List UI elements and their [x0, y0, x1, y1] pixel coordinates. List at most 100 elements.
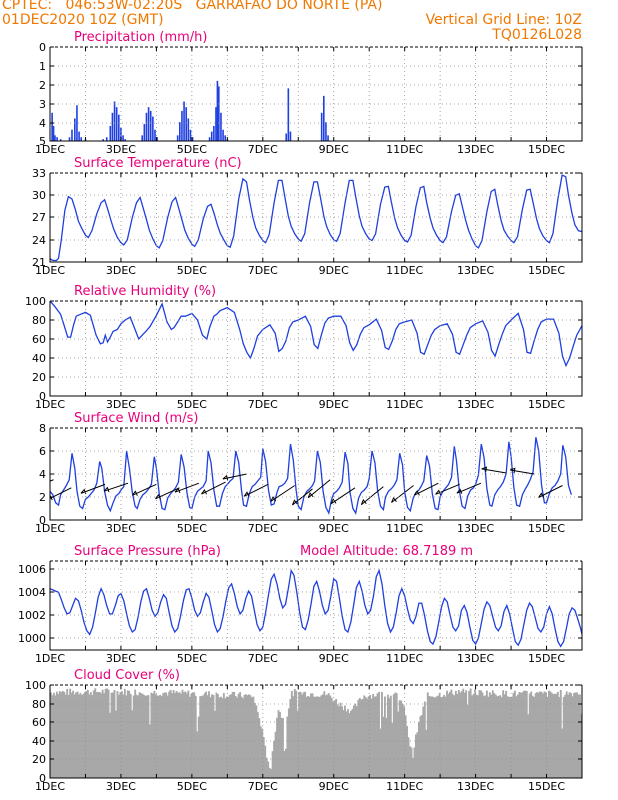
cloud-bar — [132, 695, 135, 778]
cloud-bar — [286, 716, 289, 778]
cloud-bar — [321, 694, 324, 778]
cloud-bar — [531, 695, 534, 778]
cloud-bar — [372, 693, 375, 778]
wind-arrowhead — [201, 488, 208, 495]
cloud-bar — [258, 718, 261, 778]
cloud-bar — [112, 692, 114, 778]
cloud-bar — [274, 731, 277, 778]
cloud-bar — [140, 693, 143, 778]
x-tick-label: 9DEC — [319, 398, 349, 411]
cloud-bar — [120, 691, 123, 778]
cloud-bar — [403, 706, 406, 778]
cloud-bar — [525, 690, 528, 778]
cloud-bar — [397, 711, 400, 778]
cloud-bar — [332, 701, 335, 778]
cloud-bar — [450, 689, 453, 778]
cloud-bar — [61, 690, 64, 778]
cloud-bar — [109, 712, 111, 778]
x-tick-label: 3DEC — [106, 522, 136, 535]
x-tick-label: 5DEC — [177, 264, 207, 277]
y-tick-label: 1 — [39, 60, 46, 73]
cloud-bar — [230, 694, 233, 778]
wind-arrowhead — [481, 466, 488, 473]
cloud-bar — [250, 697, 253, 778]
plot-area — [50, 47, 582, 141]
cloud-bar — [57, 693, 60, 778]
cloud-bar — [231, 691, 234, 778]
precip-bar — [185, 107, 187, 141]
cloud-bar — [184, 691, 187, 778]
precip-bar — [224, 135, 227, 141]
wind-arrowhead — [413, 490, 420, 496]
precip-bar — [120, 127, 122, 141]
cloud-bar — [417, 722, 420, 778]
cloud-bar — [240, 696, 243, 778]
cloud-bar — [537, 692, 540, 778]
cloud-bar — [122, 694, 125, 778]
cloud-bar — [88, 694, 91, 778]
cloud-bar — [149, 724, 151, 778]
cloud-bar — [268, 767, 271, 778]
cloud-bar — [327, 693, 330, 778]
cloud-bar — [141, 693, 144, 778]
y-tick-label: 60 — [32, 716, 46, 729]
precip-bar — [149, 110, 152, 141]
cloud-bar — [63, 691, 66, 778]
cloud-bar — [261, 728, 264, 778]
cloud-bar — [287, 708, 290, 778]
cloud-bar — [242, 698, 244, 778]
cloud-bar — [89, 692, 92, 778]
cloud-bar — [191, 692, 194, 778]
cloud-bar — [119, 692, 122, 778]
cloud-bar — [412, 757, 414, 778]
cloud-bar — [580, 714, 582, 778]
x-tick-label: 11DEC — [386, 264, 423, 277]
cloud-bar — [370, 698, 373, 778]
cloud-bar — [218, 697, 221, 778]
y-tick-label: 0 — [39, 514, 46, 527]
cloud-bar — [76, 691, 79, 778]
series-precipitation — [51, 80, 329, 141]
cloud-bar — [426, 692, 429, 778]
x-tick-label: 1DEC — [35, 780, 65, 793]
y-tick-label: 80 — [32, 314, 46, 327]
cloud-bar — [468, 691, 471, 778]
cloud-bar — [432, 697, 435, 778]
cloud-bar — [54, 695, 57, 778]
cloud-bar — [79, 693, 82, 778]
cloud-bar — [310, 693, 312, 778]
x-tick-label: 11DEC — [386, 780, 423, 793]
y-tick-label: 20 — [32, 753, 46, 766]
precip-bar — [124, 139, 126, 141]
cloud-bar — [206, 695, 209, 778]
cloud-bar — [441, 696, 444, 778]
cloud-bar — [542, 693, 544, 778]
precip-bar — [154, 129, 156, 141]
cloud-bar — [83, 692, 86, 778]
cloud-bar — [290, 690, 293, 778]
x-tick-label: 13DEC — [457, 652, 494, 665]
cloud-bar — [151, 693, 154, 778]
header-model-id: TQ0126L028 — [492, 27, 582, 43]
cloud-bar — [253, 703, 256, 778]
cloud-bar — [550, 692, 553, 778]
cloud-bar — [506, 696, 509, 778]
cloud-bar — [540, 691, 543, 778]
cloud-bar — [373, 696, 376, 778]
cloud-bar — [267, 761, 270, 778]
cloud-bar — [308, 696, 311, 778]
wind-arrowhead — [435, 489, 442, 496]
x-tick-label: 1DEC — [35, 143, 65, 156]
x-tick-label: 7DEC — [248, 652, 278, 665]
precip-bar — [76, 105, 78, 141]
precip-bar — [213, 125, 215, 141]
cloud-bar — [131, 710, 134, 778]
cloud-bar — [375, 696, 377, 778]
cloud-bar — [82, 693, 85, 778]
cloud-bar — [344, 705, 346, 778]
cloud-bar — [570, 693, 573, 778]
cloud-bar — [355, 706, 358, 778]
cloud-bar — [75, 692, 77, 778]
cloud-bar — [224, 698, 227, 778]
